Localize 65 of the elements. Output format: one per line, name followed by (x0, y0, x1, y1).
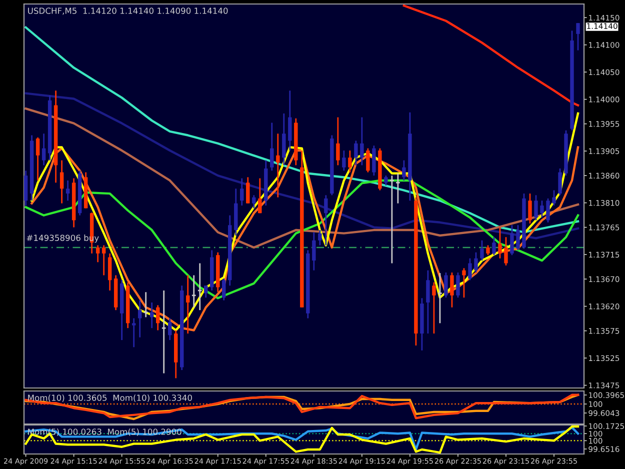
line-series (402, 4, 580, 106)
candlestick (534, 194, 538, 221)
candlestick (474, 252, 478, 274)
candlestick (372, 144, 376, 176)
candlestick (161, 290, 166, 374)
candlestick (498, 226, 502, 260)
candlestick (402, 160, 406, 182)
line-series (24, 179, 580, 300)
candlestick (312, 232, 316, 272)
candlestick (510, 224, 514, 256)
candlestick (132, 318, 136, 348)
candlestick (276, 132, 280, 198)
candlestick (432, 282, 436, 334)
candlestick (552, 190, 556, 206)
candlestick (66, 180, 70, 202)
candlestick (336, 116, 340, 166)
candlestick (36, 136, 40, 182)
candlestick (348, 150, 352, 173)
candlestick (360, 116, 364, 166)
chart-title: Mom(10) 100.3605 Mom(10) 100.3340 (28, 394, 192, 402)
candlestick (288, 90, 292, 152)
candlestick (222, 278, 226, 301)
candlestick (324, 194, 328, 246)
candlestick (258, 178, 262, 214)
candlestick (384, 174, 388, 186)
candlestick (342, 150, 346, 172)
candlestick (468, 258, 472, 281)
candlestick (540, 200, 544, 218)
candlestick (576, 22, 580, 51)
candlestick (462, 267, 466, 298)
candlestick (354, 140, 358, 166)
line-series (24, 26, 580, 234)
candlestick (252, 194, 256, 209)
candlestick (102, 244, 106, 276)
candlestick (42, 132, 46, 166)
candlestick (366, 148, 370, 173)
candlestick (480, 240, 484, 262)
chart-title: USDCHF,M5 1.14120 1.14140 1.14090 1.14140 (28, 8, 228, 15)
candlestick (138, 300, 142, 338)
candlestick (486, 244, 490, 256)
candlestick (282, 112, 286, 166)
candlestick (504, 236, 508, 266)
line-series (24, 107, 580, 249)
candlestick (426, 270, 430, 334)
candlestick (168, 318, 172, 341)
candlestick (456, 272, 460, 298)
candlestick (186, 274, 190, 334)
candlestick (270, 122, 274, 172)
candlestick (108, 252, 112, 292)
candlestick (450, 272, 454, 308)
candlestick (492, 236, 496, 256)
candlestick (204, 284, 208, 298)
candlestick (143, 291, 148, 318)
candlestick (318, 229, 322, 246)
candlestick (191, 274, 196, 308)
candlestick (246, 176, 250, 204)
candlestick (558, 168, 562, 196)
candlestick (60, 160, 64, 204)
candlestick (444, 272, 448, 298)
candlestick (546, 198, 550, 224)
candlestick (516, 224, 520, 251)
candlestick (528, 192, 532, 224)
candlestick (156, 304, 160, 331)
candlestick (240, 178, 244, 206)
candlestick (96, 244, 100, 263)
